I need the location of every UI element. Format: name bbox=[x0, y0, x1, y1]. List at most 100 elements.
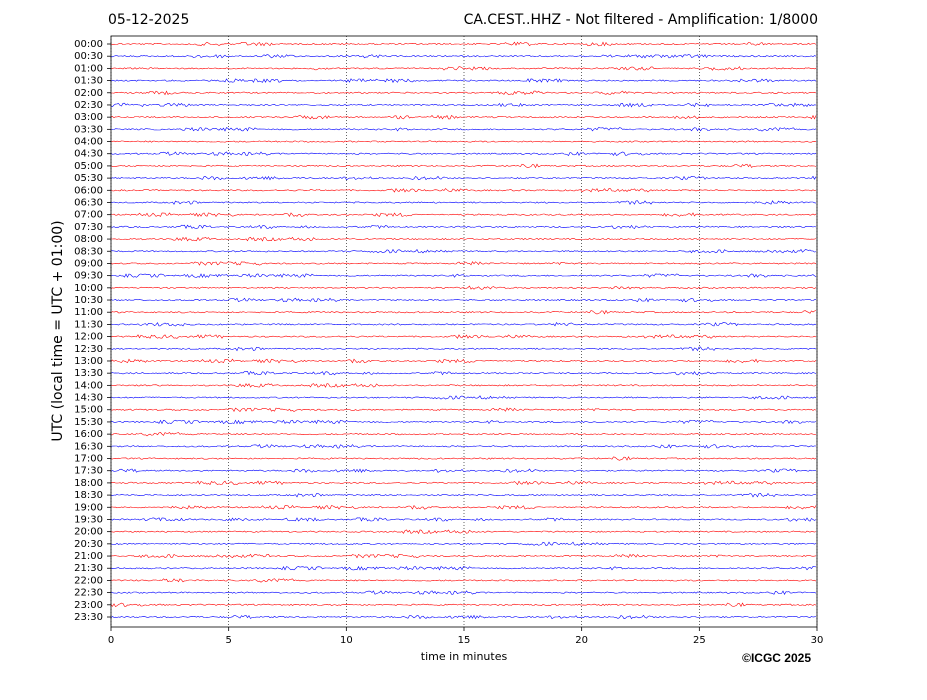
trace bbox=[110, 127, 817, 132]
y-tick-label: 16:00 bbox=[74, 429, 103, 440]
trace bbox=[110, 504, 817, 510]
trace bbox=[110, 358, 817, 364]
trace bbox=[110, 114, 817, 120]
chart-title: CA.CEST..HHZ - Not filtered - Amplificat… bbox=[464, 12, 818, 28]
y-tick-label: 20:00 bbox=[74, 527, 103, 538]
trace bbox=[110, 614, 817, 620]
y-tick-label: 00:00 bbox=[74, 39, 103, 50]
y-tick-label: 10:00 bbox=[74, 283, 103, 294]
y-tick-label: 14:00 bbox=[74, 380, 103, 391]
trace bbox=[110, 346, 817, 352]
trace bbox=[110, 273, 817, 278]
trace bbox=[110, 248, 817, 254]
y-tick-label: 10:30 bbox=[74, 295, 103, 306]
y-tick-label: 16:30 bbox=[74, 441, 103, 452]
y-tick-label: 14:30 bbox=[74, 393, 103, 404]
trace bbox=[110, 102, 817, 108]
trace bbox=[110, 297, 817, 303]
trace bbox=[110, 41, 817, 47]
trace bbox=[110, 151, 817, 157]
y-tick-label: 11:30 bbox=[74, 319, 103, 330]
y-tick-label: 11:00 bbox=[74, 307, 103, 318]
x-tick-label: 10 bbox=[340, 635, 353, 646]
trace bbox=[110, 395, 817, 400]
trace bbox=[110, 419, 817, 425]
y-tick-label: 17:00 bbox=[74, 454, 103, 465]
trace bbox=[110, 553, 817, 559]
x-tick-label: 20 bbox=[575, 635, 588, 646]
y-tick-label: 06:00 bbox=[74, 185, 103, 196]
y-tick-label: 13:30 bbox=[74, 368, 103, 379]
y-tick-label: 17:30 bbox=[74, 466, 103, 477]
trace bbox=[110, 370, 817, 376]
y-tick-label: 21:30 bbox=[74, 563, 103, 574]
y-tick-label: 22:00 bbox=[74, 575, 103, 586]
trace bbox=[110, 285, 817, 290]
y-axis-label: UTC (local time = UTC + 01:00) bbox=[50, 220, 66, 441]
y-tick-label: 21:00 bbox=[74, 551, 103, 562]
trace bbox=[110, 175, 817, 181]
y-tick-label: 09:30 bbox=[74, 271, 103, 282]
trace bbox=[110, 480, 817, 486]
trace bbox=[110, 541, 817, 546]
y-tick-label: 05:30 bbox=[74, 173, 103, 184]
x-tick-label: 5 bbox=[225, 635, 231, 646]
trace bbox=[110, 261, 817, 266]
x-tick-label: 15 bbox=[458, 635, 471, 646]
y-tick-label: 18:00 bbox=[74, 478, 103, 489]
y-tick-label: 00:30 bbox=[74, 51, 103, 62]
trace bbox=[110, 407, 817, 413]
trace bbox=[110, 78, 817, 83]
y-tick-label: 08:30 bbox=[74, 246, 103, 257]
trace bbox=[110, 517, 817, 522]
y-tick-label: 19:00 bbox=[74, 502, 103, 513]
y-tick-label: 03:30 bbox=[74, 124, 103, 135]
y-tick-label: 01:30 bbox=[74, 76, 103, 87]
y-tick-label: 09:00 bbox=[74, 258, 103, 269]
y-tick-label: 12:30 bbox=[74, 344, 103, 355]
y-tick-label: 02:00 bbox=[74, 88, 103, 99]
y-tick-label: 19:30 bbox=[74, 514, 103, 525]
trace bbox=[110, 200, 817, 205]
y-tick-label: 04:00 bbox=[74, 137, 103, 148]
y-tick-label: 05:00 bbox=[74, 161, 103, 172]
trace bbox=[110, 163, 817, 169]
trace bbox=[110, 66, 817, 71]
trace bbox=[110, 236, 817, 242]
trace bbox=[110, 456, 817, 461]
y-tick-label: 07:30 bbox=[74, 222, 103, 233]
y-tick-label: 03:00 bbox=[74, 112, 103, 123]
y-tick-label: 07:00 bbox=[74, 210, 103, 221]
y-tick-label: 20:30 bbox=[74, 539, 103, 550]
trace bbox=[110, 54, 817, 59]
y-tick-label: 02:30 bbox=[74, 100, 103, 111]
x-tick-label: 25 bbox=[693, 635, 706, 646]
trace bbox=[110, 432, 817, 437]
copyright: ©ICGC 2025 bbox=[742, 651, 811, 665]
trace bbox=[110, 224, 817, 230]
y-tick-label: 04:30 bbox=[74, 149, 103, 160]
date-title: 05-12-2025 bbox=[108, 12, 189, 28]
x-axis-label: time in minutes bbox=[421, 650, 508, 663]
trace bbox=[110, 590, 817, 595]
x-tick-label: 0 bbox=[108, 635, 114, 646]
trace bbox=[110, 187, 817, 193]
trace bbox=[110, 322, 817, 327]
y-tick-label: 06:30 bbox=[74, 197, 103, 208]
x-tick-label: 30 bbox=[811, 635, 824, 646]
trace bbox=[110, 140, 817, 143]
trace bbox=[110, 468, 817, 473]
trace bbox=[110, 90, 817, 96]
trace bbox=[110, 334, 817, 339]
y-tick-label: 23:30 bbox=[74, 612, 103, 623]
trace bbox=[110, 444, 817, 449]
y-tick-label: 12:00 bbox=[74, 332, 103, 343]
trace bbox=[110, 529, 817, 535]
trace bbox=[111, 383, 817, 388]
y-tick-label: 01:00 bbox=[74, 63, 103, 74]
trace bbox=[110, 492, 817, 498]
y-tick-label: 08:00 bbox=[74, 234, 103, 245]
trace bbox=[110, 602, 817, 608]
y-tick-label: 22:30 bbox=[74, 588, 103, 599]
